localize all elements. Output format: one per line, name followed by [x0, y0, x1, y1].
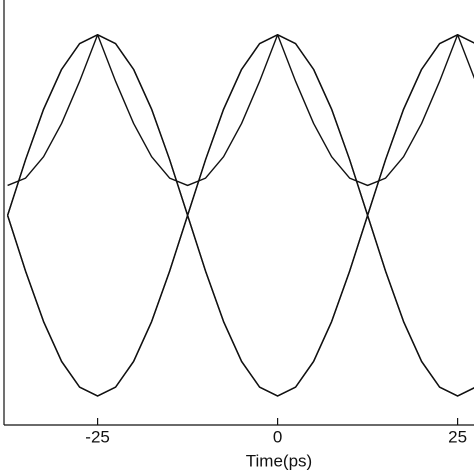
trace-line [6, 34, 474, 397]
x-axis-label: Time(ps) [246, 451, 312, 470]
trace-line [6, 34, 474, 397]
x-tick-label: 25 [448, 427, 467, 446]
plot-area [6, 34, 474, 397]
x-tick-label: 0 [273, 427, 282, 446]
x-tick-label: -25 [85, 427, 110, 446]
